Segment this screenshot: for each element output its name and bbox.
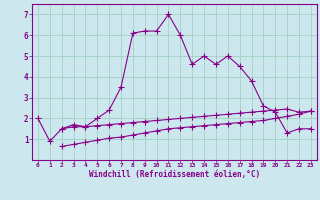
X-axis label: Windchill (Refroidissement éolien,°C): Windchill (Refroidissement éolien,°C) [89,170,260,179]
